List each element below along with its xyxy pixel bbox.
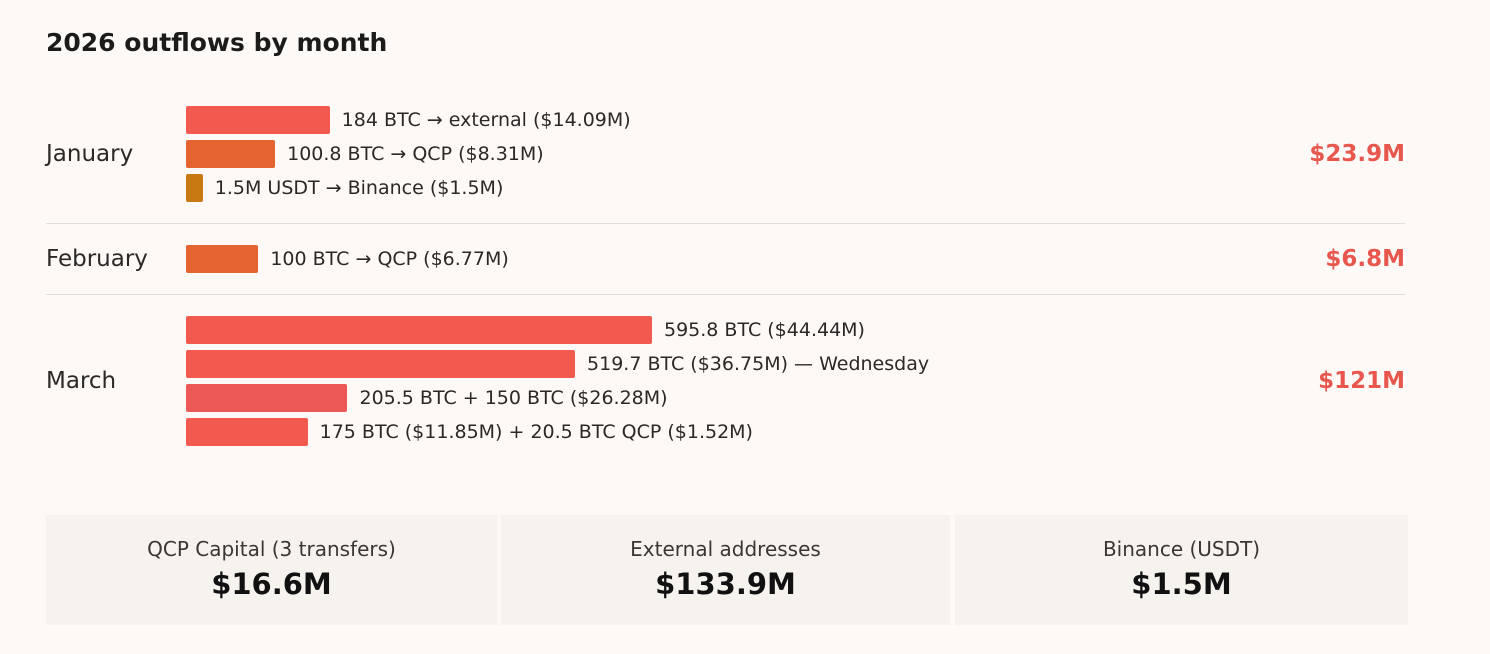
bar-label: 100.8 BTC → QCP ($8.31M) (287, 143, 544, 165)
month-label: March (46, 368, 117, 394)
separator (46, 294, 1405, 295)
bar (186, 106, 330, 134)
bar-label: 184 BTC → external ($14.09M) (341, 109, 631, 131)
separator (46, 223, 1405, 224)
bar-label: 175 BTC ($11.85M) + 20.5 BTC QCP ($1.52M… (319, 421, 753, 443)
summary-value: $1.5M (1131, 567, 1232, 601)
bar-label: 100 BTC → QCP ($6.77M) (270, 248, 509, 270)
bar-label: 519.7 BTC ($36.75M) — Wednesday (587, 353, 930, 375)
summary-label: QCP Capital (3 transfers) (147, 537, 396, 561)
summary-value: $133.9M (655, 567, 796, 601)
bar (186, 350, 576, 378)
summary-label: Binance (USDT) (1102, 537, 1261, 561)
month-total: $23.9M (1309, 141, 1405, 167)
bar-label: 205.5 BTC + 150 BTC ($26.28M) (359, 387, 668, 409)
month-total: $121M (1318, 368, 1405, 394)
month-total: $6.8M (1325, 246, 1405, 272)
summary-card: QCP Capital (3 transfers) $16.6M (46, 515, 497, 625)
bar (186, 384, 348, 412)
month-label: January (46, 141, 134, 167)
bar-label: 1.5M USDT → Binance ($1.5M) (214, 177, 504, 199)
summary-card: Binance (USDT) $1.5M (955, 515, 1408, 625)
bar-label: 595.8 BTC ($44.44M) (664, 319, 865, 341)
title: 2026 outflows by month (46, 28, 388, 57)
summary-card: External addresses $133.9M (501, 515, 950, 625)
bar (186, 140, 276, 168)
month-label: February (46, 246, 148, 272)
bar (186, 245, 259, 273)
bar (186, 174, 203, 202)
summary-value: $16.6M (211, 567, 332, 601)
bar (186, 316, 652, 344)
bar (186, 418, 308, 446)
summary-label: External addresses (630, 537, 821, 561)
